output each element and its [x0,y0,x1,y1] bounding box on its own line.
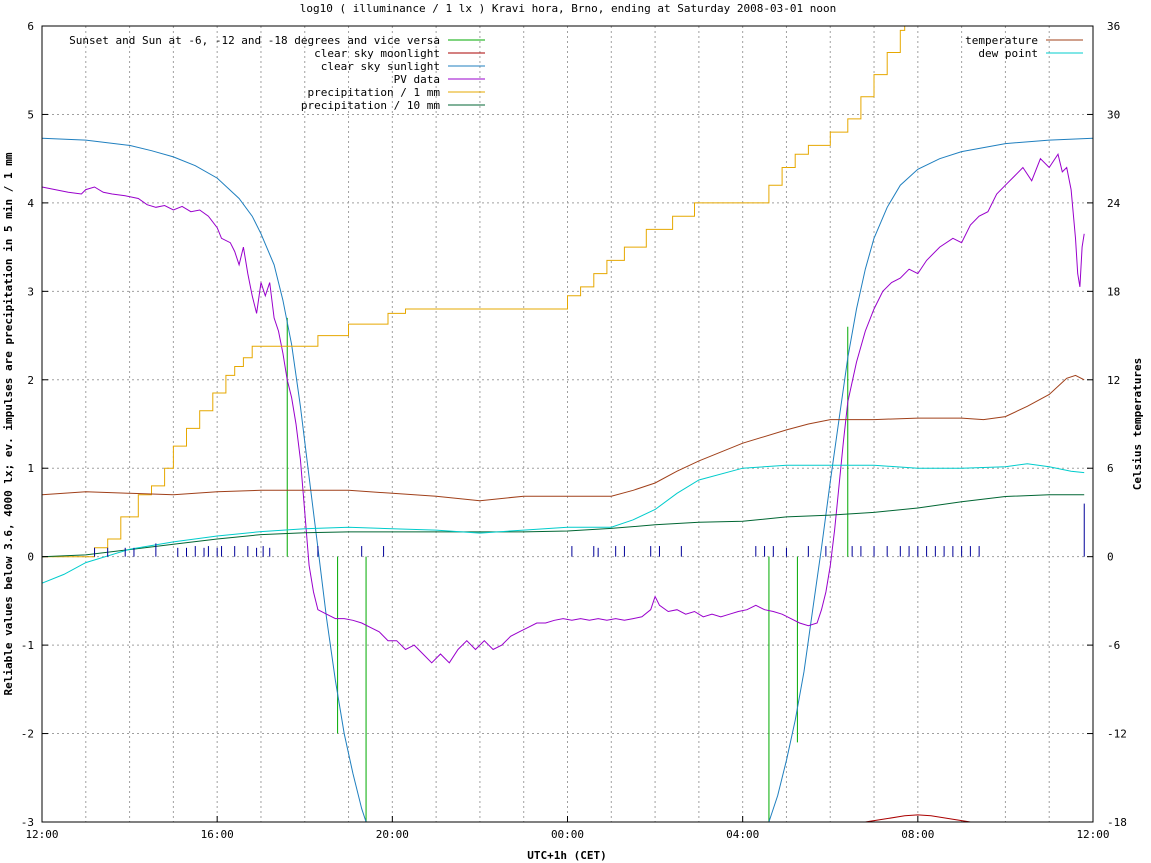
y-tick-label: 2 [27,374,34,387]
axes: 12:00 16:00 20:00 00:00 04:00 08:00 12:00-3-2-… [21,20,1127,841]
series-sunset-and-sun-at-6-12-and-18-degrees-and-vice-versa [286,317,849,822]
series-dew-point [41,463,1085,584]
series-line [41,494,1085,558]
y-axis-title: Reliable values below 3.6, 4000 lx; ev. … [2,152,15,695]
x-tick-label: 12:00 [1076,828,1109,841]
legend-label: clear sky moonlight [314,47,440,60]
x-tick-label: 04:00 [726,828,759,841]
legend-label: dew point [978,47,1038,60]
y-tick-label: 1 [27,462,34,475]
x-tick-label: 00:00 [551,828,584,841]
y-tick-label: 5 [27,108,34,121]
y2-tick-label: 0 [1107,551,1114,564]
series-pv-data [41,152,1085,664]
y-tick-label: -1 [21,639,34,652]
series-line [41,137,367,823]
y2-tick-label: -12 [1107,728,1127,741]
x-tick-label: 20:00 [376,828,409,841]
legend-label: precipitation / 10 mm [301,99,440,112]
series-line [41,463,1085,584]
legend-label: temperature [965,34,1038,47]
y-tick-label: 4 [27,197,34,210]
x-tick-label: 16:00 [201,828,234,841]
y-tick-label: 3 [27,285,34,298]
y-tick-label: -3 [21,816,34,829]
series-temperature [41,374,1085,502]
legend-left: Sunset and Sun at -6, -12 and -18 degree… [69,34,485,112]
series-line [768,137,1094,823]
plot-area [41,26,1094,823]
y-tick-label: 0 [27,551,34,564]
series-line [42,26,906,558]
y2-tick-label: 6 [1107,462,1114,475]
y2-tick-label: 18 [1107,285,1120,298]
series-line [41,374,1085,502]
y-tick-label: -2 [21,728,34,741]
y2-tick-label: 24 [1107,197,1121,210]
series-clear-sky-sunlight [41,137,1094,823]
chart-title: log10 ( illuminance / 1 lx ) Kravi hora,… [300,2,836,15]
legend-label: Sunset and Sun at -6, -12 and -18 degree… [69,34,440,47]
x-axis-title: UTC+1h (CET) [527,849,606,862]
x-tick-label: 08:00 [901,828,934,841]
legend-label: PV data [394,73,440,86]
series-line [41,152,1085,664]
y2-tick-label: -18 [1107,816,1127,829]
series-precipitation-10-mm [41,494,1085,558]
y2-tick-label: 12 [1107,374,1120,387]
series-precipitation-1-mm [42,26,906,558]
y2-tick-label: 36 [1107,20,1120,33]
legend-label: clear sky sunlight [321,60,440,73]
legend-label: precipitation / 1 mm [308,86,441,99]
series-clear-sky-moonlight [865,814,971,823]
precipitation-impulses [94,503,1085,557]
y-tick-label: 6 [27,20,34,33]
y2-tick-label: -6 [1107,639,1120,652]
y2-tick-label: 30 [1107,108,1120,121]
y2-axis-title: Celsius temperatures [1131,358,1144,490]
series-line [865,814,971,823]
x-tick-label: 12:00 [25,828,58,841]
